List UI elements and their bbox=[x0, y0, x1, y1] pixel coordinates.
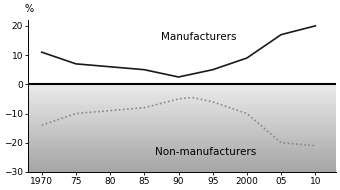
Bar bbox=[28, 132, 336, 135]
Bar bbox=[28, 111, 336, 113]
Bar bbox=[28, 148, 336, 150]
Bar bbox=[28, 128, 336, 130]
Bar bbox=[28, 84, 336, 86]
Bar bbox=[28, 86, 336, 89]
Bar bbox=[28, 93, 336, 95]
Bar bbox=[28, 91, 336, 93]
Bar bbox=[28, 126, 336, 128]
Bar bbox=[28, 104, 336, 106]
Bar bbox=[28, 139, 336, 141]
Bar bbox=[28, 106, 336, 108]
Bar bbox=[28, 150, 336, 152]
Bar bbox=[28, 168, 336, 170]
Bar bbox=[28, 161, 336, 163]
Text: Non-manufacturers: Non-manufacturers bbox=[155, 147, 256, 157]
Bar bbox=[28, 115, 336, 117]
Bar bbox=[28, 159, 336, 161]
Bar bbox=[28, 152, 336, 154]
Bar bbox=[28, 130, 336, 132]
Bar bbox=[28, 119, 336, 122]
Bar bbox=[28, 141, 336, 143]
Text: Manufacturers: Manufacturers bbox=[161, 32, 237, 42]
Bar bbox=[28, 170, 336, 172]
Bar bbox=[28, 102, 336, 104]
Bar bbox=[28, 157, 336, 159]
Bar bbox=[28, 89, 336, 91]
Bar bbox=[28, 122, 336, 124]
Bar bbox=[28, 137, 336, 139]
Text: %: % bbox=[25, 4, 34, 14]
Bar bbox=[28, 100, 336, 102]
Bar bbox=[28, 135, 336, 137]
Bar bbox=[28, 154, 336, 157]
Bar bbox=[28, 146, 336, 148]
Bar bbox=[28, 97, 336, 100]
Bar bbox=[28, 124, 336, 126]
Bar bbox=[28, 113, 336, 115]
Bar bbox=[28, 117, 336, 119]
Bar bbox=[28, 143, 336, 146]
Bar bbox=[28, 108, 336, 111]
Bar bbox=[28, 95, 336, 97]
Bar bbox=[28, 165, 336, 168]
Bar bbox=[28, 163, 336, 165]
